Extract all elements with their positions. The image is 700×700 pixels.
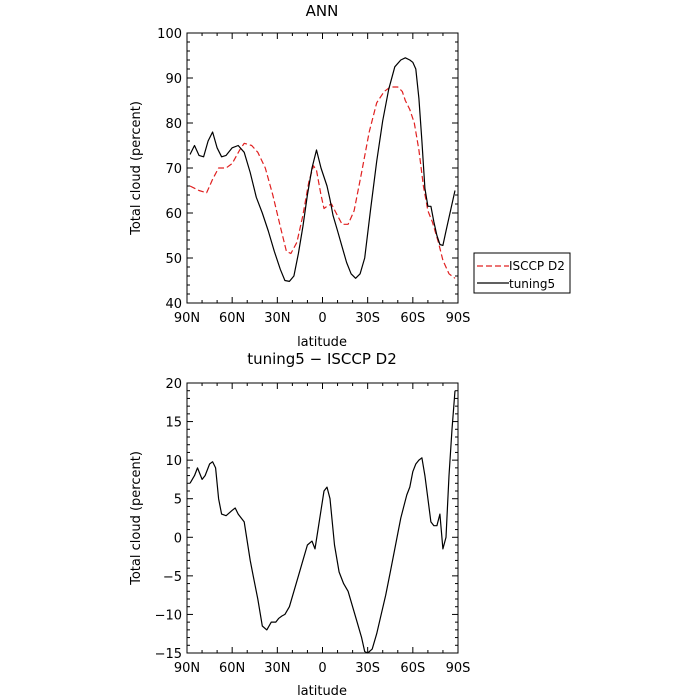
y-tick-label: 70 [165, 162, 182, 177]
series-group [189, 57, 456, 282]
y-tick-label: −10 [155, 608, 182, 623]
y-tick-label: 15 [165, 416, 182, 431]
x-tick-label: 0 [318, 661, 326, 676]
x-tick-label: 60N [219, 311, 245, 326]
axis-ticks: 90N 60N 30N 0 30S 60S 90S 40 50 60 70 80 90 100 [157, 27, 470, 326]
x-tick-label: 30N [264, 311, 290, 326]
series-line-difference-0 [189, 390, 456, 654]
y-tick-label: 20 [165, 377, 182, 392]
x-tick-label: 60S [400, 661, 425, 676]
x-axis-label: latitude [297, 684, 347, 699]
panel-title: ANN [306, 2, 339, 20]
plot-border [186, 382, 459, 654]
y-axis-label: Total cloud (percent) [129, 101, 144, 236]
plot-border [186, 32, 459, 304]
y-tick-label: 0 [174, 531, 182, 546]
series-group [189, 390, 456, 654]
series-line-isccp-d2 [189, 86, 456, 279]
panel-title: tuning5 − ISCCP D2 [247, 350, 397, 368]
panel-annual-total-cloud: ANN 90N 60N 30N 0 30S 60S 90S 40 50 60 70 80 90 100 l… [129, 2, 571, 350]
x-axis-label: latitude [297, 335, 347, 350]
y-tick-label: 80 [165, 117, 182, 132]
y-tick-label: −5 [163, 570, 182, 585]
x-tick-label: 90N [174, 311, 200, 326]
x-tick-label: 90S [446, 661, 471, 676]
y-tick-label: 50 [165, 252, 182, 267]
x-tick-label: 30S [355, 311, 380, 326]
series-line-tuning5 [189, 57, 456, 282]
y-tick-label: 40 [165, 297, 182, 312]
x-tick-label: 60N [219, 661, 245, 676]
x-tick-label: 90N [174, 661, 200, 676]
x-tick-label: 30N [264, 661, 290, 676]
x-tick-label: 30S [355, 661, 380, 676]
y-axis-label: Total cloud (percent) [129, 451, 144, 586]
legend-label-isccp-d2: ISCCP D2 [509, 259, 565, 273]
x-tick-label: 60S [400, 311, 425, 326]
plot-area [186, 32, 459, 304]
x-tick-label: 90S [446, 311, 471, 326]
panel-difference: tuning5 − ISCCP D2 90N 60N 30N 0 30S 60S 90S −1… [129, 350, 470, 699]
y-tick-label: 60 [165, 207, 182, 222]
legend: ISCCP D2 tuning5 [473, 252, 571, 294]
legend-label-tuning5: tuning5 [509, 277, 555, 291]
axis-ticks: 90N 60N 30N 0 30S 60S 90S −15 −10 −5 0 5 10 15 20 [155, 377, 471, 676]
legend-box [473, 252, 571, 294]
y-tick-label: 5 [174, 493, 182, 508]
y-tick-label: 100 [157, 27, 182, 42]
y-tick-label: −15 [155, 647, 182, 662]
y-tick-label: 90 [165, 72, 182, 87]
plot-area [186, 382, 459, 654]
y-tick-label: 10 [165, 454, 182, 469]
x-tick-label: 0 [318, 311, 326, 326]
